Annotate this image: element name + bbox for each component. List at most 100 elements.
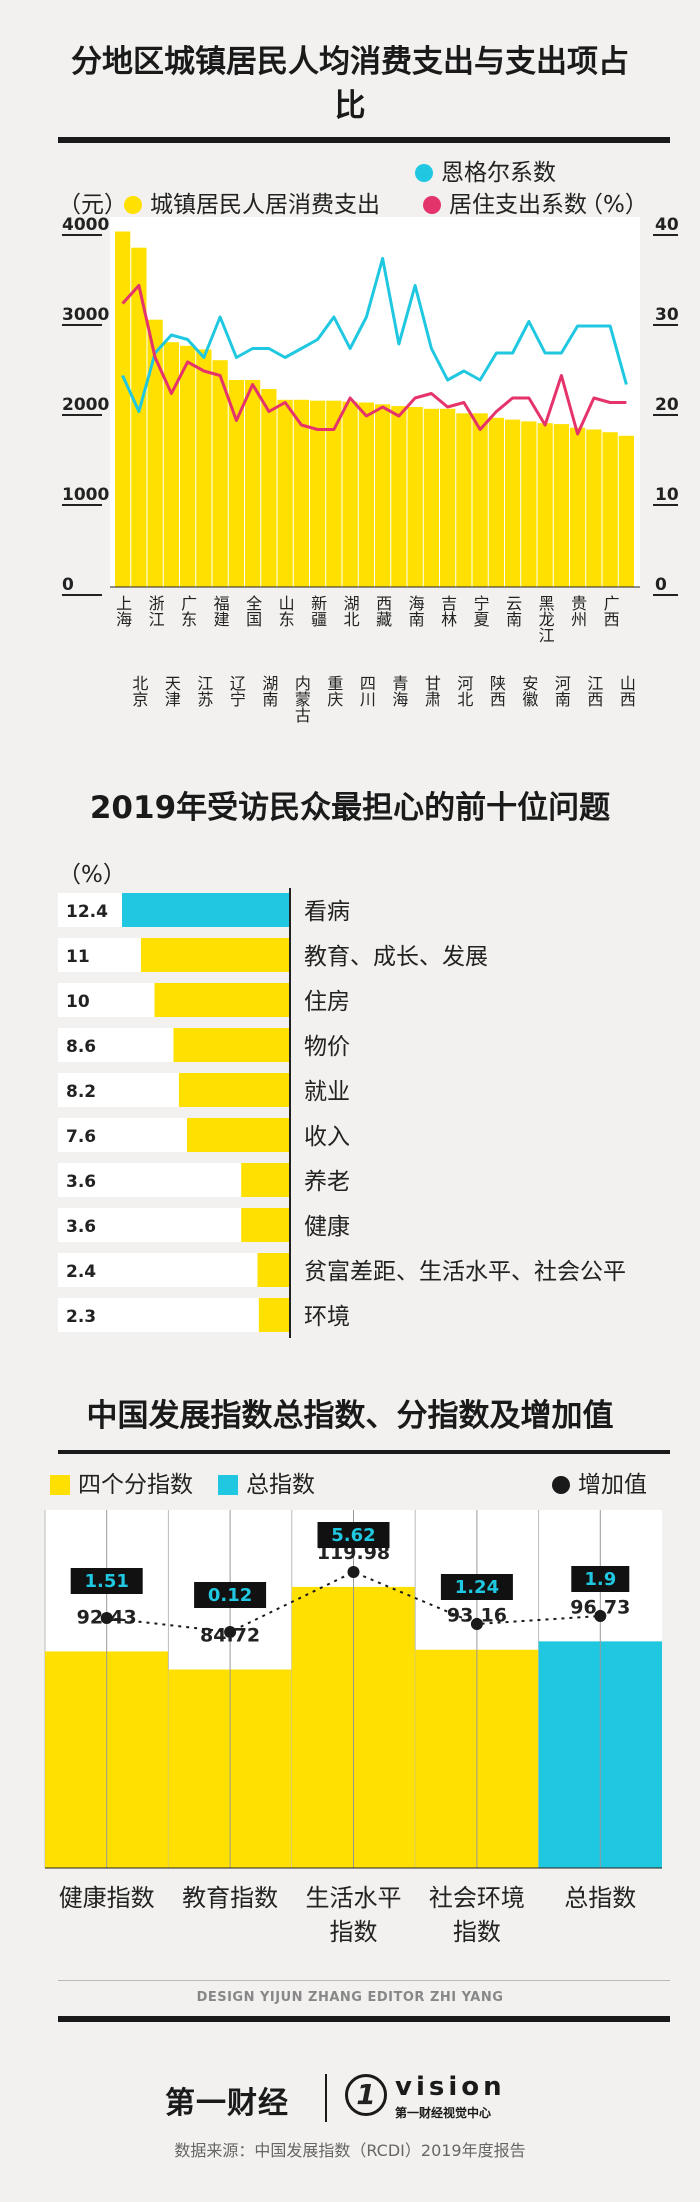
category-label: 全国 [243, 595, 262, 627]
consumption-bar [570, 427, 586, 587]
y-right-tick-label: 30 [655, 305, 679, 325]
consumption-bar [131, 247, 147, 587]
index-category-label: 总指数 [564, 1884, 636, 1912]
legend-increase: 增加值 [552, 1465, 647, 1499]
worry-bar [154, 983, 290, 1017]
consumption-bar [505, 419, 521, 587]
worry-bar [173, 1028, 290, 1062]
category-label: 上海 [113, 595, 132, 627]
worry-bar [241, 1208, 290, 1242]
chart2-worries: 12.4 看病 11 教育、成长、发展 10 住房 8.6 物价 8.2 就业 7.6 收入 3.6 养老… [58, 888, 626, 1338]
index-category-label: 生活水平 [306, 1884, 402, 1912]
vision-subtitle: 第一财经视觉中心 [395, 2106, 492, 2120]
consumption-bar [293, 399, 309, 587]
category-label: 甘肃 [422, 675, 441, 707]
consumption-bar [602, 432, 618, 587]
consumption-bar [472, 413, 488, 587]
category-label: 吉林 [438, 595, 457, 627]
category-label: 江西 [584, 675, 603, 707]
vision-wordmark: vision [395, 2072, 506, 2102]
housing-legend-dot [423, 196, 441, 214]
worry-category-label: 物价 [304, 1034, 350, 1060]
index-value-label: 96.73 [570, 1596, 630, 1618]
increase-legend-dot [552, 1476, 570, 1494]
brand-logo: 第一财经 [165, 2086, 289, 2121]
legend-engel-label: 恩格尔系数 [441, 160, 556, 186]
worry-value-label: 2.3 [66, 1307, 96, 1327]
consumption-bar [553, 424, 569, 587]
consumption-bar [342, 401, 358, 587]
consumption-bar [310, 400, 326, 587]
consumption-bar [618, 435, 634, 587]
worry-value-label: 3.6 [66, 1217, 96, 1237]
category-label: 河南 [552, 675, 571, 707]
increase-value-label: 0.12 [208, 1585, 252, 1606]
worry-value-label: 7.6 [66, 1127, 96, 1147]
consumption-bar [277, 399, 293, 587]
total-index-legend-swatch [218, 1475, 238, 1495]
increase-label-box [440, 1574, 513, 1600]
category-label: 内蒙古 [292, 675, 311, 723]
category-label: 湖北 [341, 595, 360, 627]
worry-bar [122, 893, 290, 927]
legend-consumption: 城镇居民人居消费支出 [124, 185, 380, 219]
y-right-tick-label-zero: 0 [655, 575, 667, 595]
y-left-tick-label: 2000 [62, 395, 109, 415]
worry-value-label: 10 [66, 992, 90, 1012]
worry-bar [178, 1073, 290, 1107]
category-label: 福建 [211, 595, 230, 627]
chart3-development-index: 92.431.51健康指数84.720.12教育指数119.985.62生活水平… [44, 1510, 662, 1946]
category-label: 山东 [276, 595, 295, 627]
increase-value-label: 1.9 [584, 1569, 616, 1590]
index-category-label: 教育指数 [182, 1884, 278, 1912]
y-left-tick-label: 1000 [62, 485, 109, 505]
legend-total-index: 总指数 [218, 1465, 315, 1499]
engel-legend-dot [415, 164, 433, 182]
category-label: 北京 [129, 675, 148, 708]
category-label: 广东 [178, 595, 197, 627]
category-label: 新疆 [308, 595, 327, 627]
index-value-label: 93.16 [447, 1605, 507, 1627]
legend-sub-index: 四个分指数 [50, 1465, 193, 1499]
consumption-bar [375, 404, 391, 587]
category-label: 天津 [162, 675, 181, 707]
category-label: 宁夏 [471, 595, 490, 627]
y-left-tick-label: 3000 [62, 305, 109, 325]
legend-housing-label: 居住支出系数 [449, 192, 587, 218]
worry-category-label: 健康 [304, 1214, 350, 1240]
vision-logo-icon: 1 [345, 2074, 387, 2116]
consumption-bar [391, 406, 407, 587]
category-label: 辽宁 [227, 675, 246, 707]
legend-engel: 恩格尔系数 [415, 153, 556, 187]
chart1-title: 分地区城镇居民人均消费支出与支出项占比 [71, 44, 629, 124]
worry-category-label: 收入 [304, 1124, 350, 1150]
worry-value-label: 11 [66, 947, 90, 967]
chart1-title-rule [58, 137, 670, 143]
footer-credit: DESIGN YIJUN ZHANG EDITOR ZHI YANG [196, 1990, 504, 2005]
footer-brand-block: 第一财经 1 vision 第一财经视觉中心 [165, 2072, 545, 2124]
category-label: 浙江 [146, 595, 165, 627]
increase-label-box [317, 1522, 390, 1548]
chart2-unit: （%） [58, 862, 126, 888]
worry-value-label: 8.6 [66, 1037, 96, 1057]
category-label: 黑龙江 [536, 595, 555, 643]
y-right-tick-label: 20 [655, 395, 679, 415]
data-source: 数据来源：中国发展指数（RCDI）2019年度报告 [174, 2141, 526, 2160]
worry-bar [140, 938, 290, 972]
worry-value-label: 12.4 [66, 902, 108, 922]
worry-category-label: 贫富差距、生活水平、社会公平 [304, 1259, 626, 1285]
category-label: 贵州 [568, 595, 587, 627]
worry-bar [257, 1253, 290, 1287]
increase-dot [224, 1626, 237, 1638]
footer-thin-rule [58, 1980, 670, 1981]
legend-consumption-label: 城镇居民人居消费支出 [150, 192, 380, 218]
worry-category-label: 教育、成长、发展 [304, 944, 488, 970]
category-label: 四川 [357, 675, 376, 707]
consumption-bar [537, 423, 553, 587]
consumption-bar [358, 402, 374, 587]
legend-total-index-label: 总指数 [246, 1472, 315, 1498]
chart3-title: 中国发展指数总指数、分指数及增加值 [86, 1398, 614, 1434]
brand-divider [325, 2074, 327, 2122]
increase-dot [100, 1612, 113, 1624]
